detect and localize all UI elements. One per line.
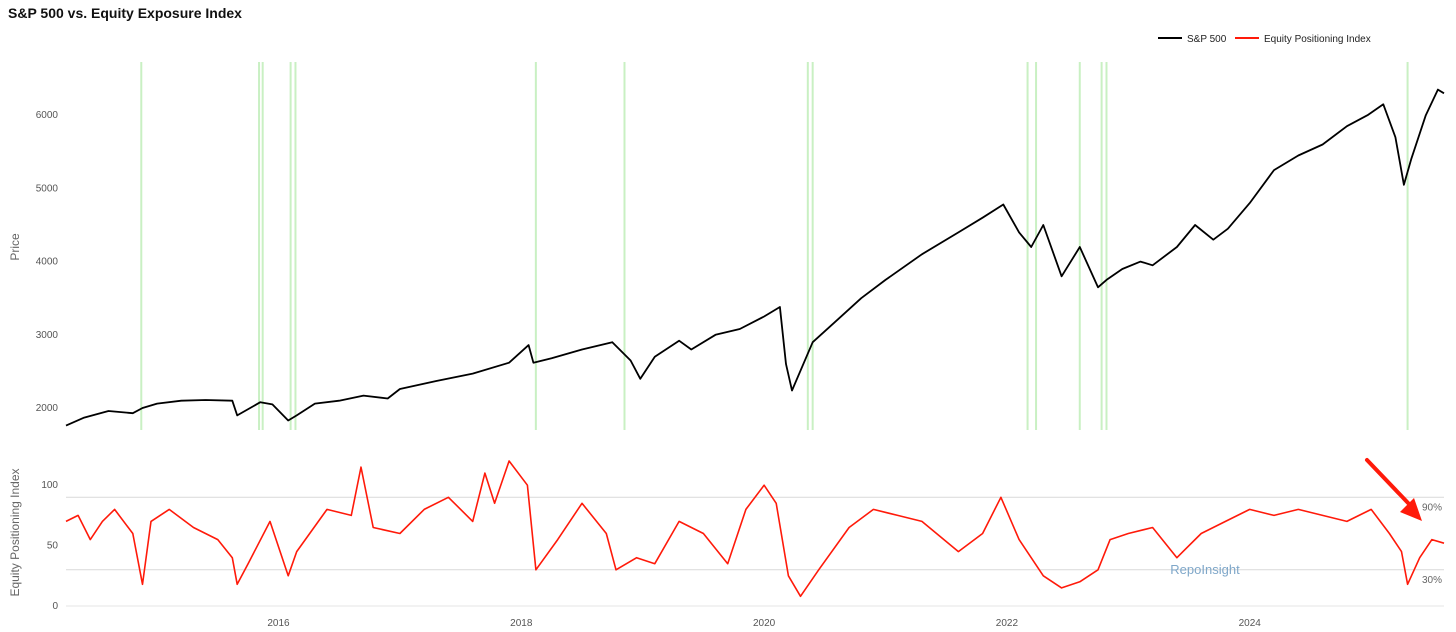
reference-line-label: 30% [1422, 575, 1442, 586]
sp500-line [65, 88, 1445, 427]
legend-label-sp500: S&P 500 [1187, 34, 1227, 45]
reference-line-label: 90% [1422, 502, 1442, 513]
legend-label-positioning: Equity Positioning Index [1264, 34, 1371, 45]
y-tick-label: 50 [47, 541, 59, 552]
y-tick-label: 4000 [36, 257, 59, 268]
y-axis-label: Equity Positioning Index [8, 468, 22, 596]
arrow-annotation [1365, 458, 1412, 507]
y-tick-label: 3000 [36, 330, 59, 341]
positioning-index-line [65, 460, 1445, 598]
y-tick-label: 0 [52, 601, 58, 612]
watermark: RepoInsight [1170, 562, 1240, 577]
x-tick-label: 2020 [753, 618, 776, 629]
x-tick-label: 2022 [996, 618, 1019, 629]
chart-title: S&P 500 vs. Equity Exposure Index [8, 5, 242, 21]
y-tick-label: 2000 [36, 403, 59, 414]
x-tick-label: 2016 [267, 618, 290, 629]
y-tick-label: 6000 [36, 110, 59, 121]
x-tick-label: 2024 [1239, 618, 1262, 629]
y-tick-label: 5000 [36, 183, 59, 194]
x-tick-label: 2018 [510, 618, 533, 629]
y-axis-label: Price [8, 233, 22, 261]
y-tick-label: 100 [41, 480, 58, 491]
arrow-head [1400, 498, 1422, 521]
